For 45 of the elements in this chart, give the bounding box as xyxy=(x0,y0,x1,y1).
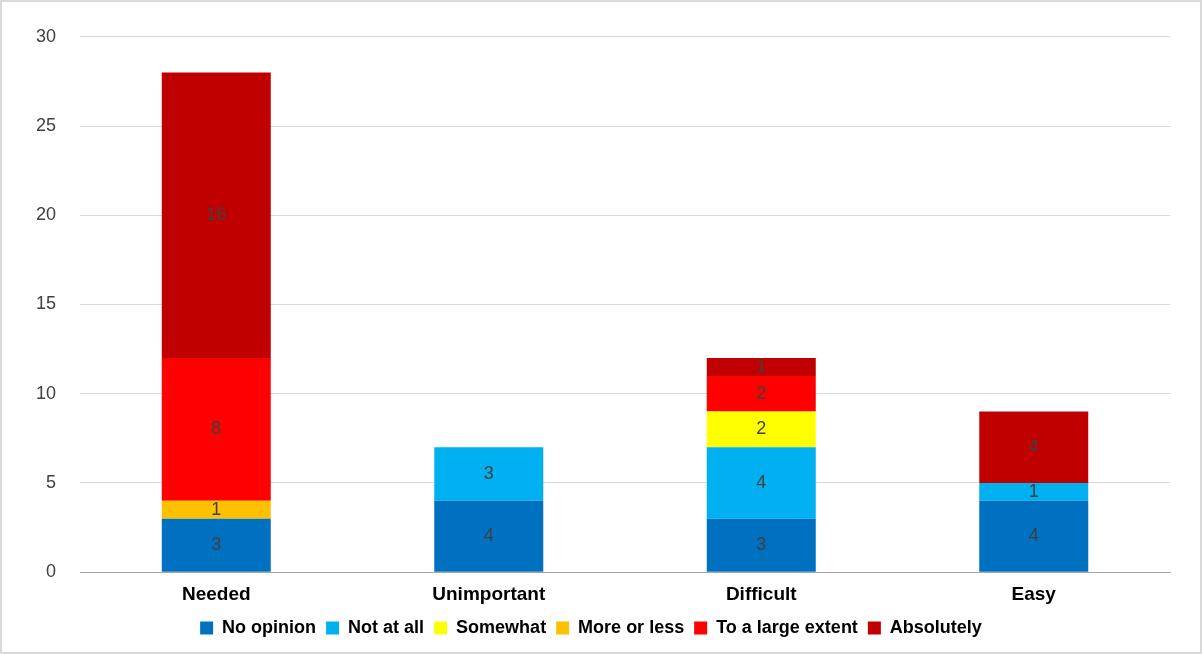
bar xyxy=(161,518,271,572)
data-label: 4 xyxy=(756,471,767,492)
data-label: 4 xyxy=(1028,436,1039,457)
y-tick-label: 10 xyxy=(35,382,57,403)
legend-label: To a large extent xyxy=(716,616,858,637)
legend-label: Somewhat xyxy=(456,616,547,637)
y-tick-label: 30 xyxy=(35,25,57,46)
bar xyxy=(161,500,271,519)
bar xyxy=(434,500,544,572)
data-label: 8 xyxy=(211,418,222,439)
data-label: 1 xyxy=(1028,480,1039,501)
y-tick-label: 20 xyxy=(35,204,57,225)
data-label: 3 xyxy=(756,534,767,555)
data-label: 16 xyxy=(206,204,227,225)
x-tick-label: Easy xyxy=(1011,582,1057,604)
bar xyxy=(979,500,1089,572)
x-tick-label: Unimportant xyxy=(432,582,546,604)
bar xyxy=(706,375,816,412)
y-tick-label: 25 xyxy=(35,115,57,135)
data-label: 1 xyxy=(756,355,767,376)
y-tick-label: 5 xyxy=(46,471,57,492)
bar xyxy=(706,411,816,448)
bar xyxy=(434,447,544,501)
bar xyxy=(706,518,816,572)
bar xyxy=(979,482,1089,501)
bar xyxy=(161,72,271,359)
data-label: 3 xyxy=(483,463,494,484)
legend-label: No opinion xyxy=(222,616,317,637)
legend-label: Not at all xyxy=(348,616,425,637)
bar xyxy=(161,358,271,501)
data-label: 1 xyxy=(211,498,222,519)
y-tick-label: 15 xyxy=(35,293,57,314)
legend-label: More or less xyxy=(578,616,685,637)
data-label: 2 xyxy=(756,418,767,439)
bar xyxy=(706,447,816,519)
data-label: 4 xyxy=(483,525,494,546)
x-tick-label: Needed xyxy=(181,582,251,604)
bar xyxy=(706,358,816,376)
data-label: 4 xyxy=(1028,525,1039,546)
y-tick-label: 0 xyxy=(46,561,57,582)
x-tick-label: Difficult xyxy=(725,582,798,604)
bar xyxy=(979,411,1089,483)
legend-label: Absolutely xyxy=(889,616,982,637)
data-label: 2 xyxy=(756,382,767,403)
data-label: 3 xyxy=(211,534,222,555)
